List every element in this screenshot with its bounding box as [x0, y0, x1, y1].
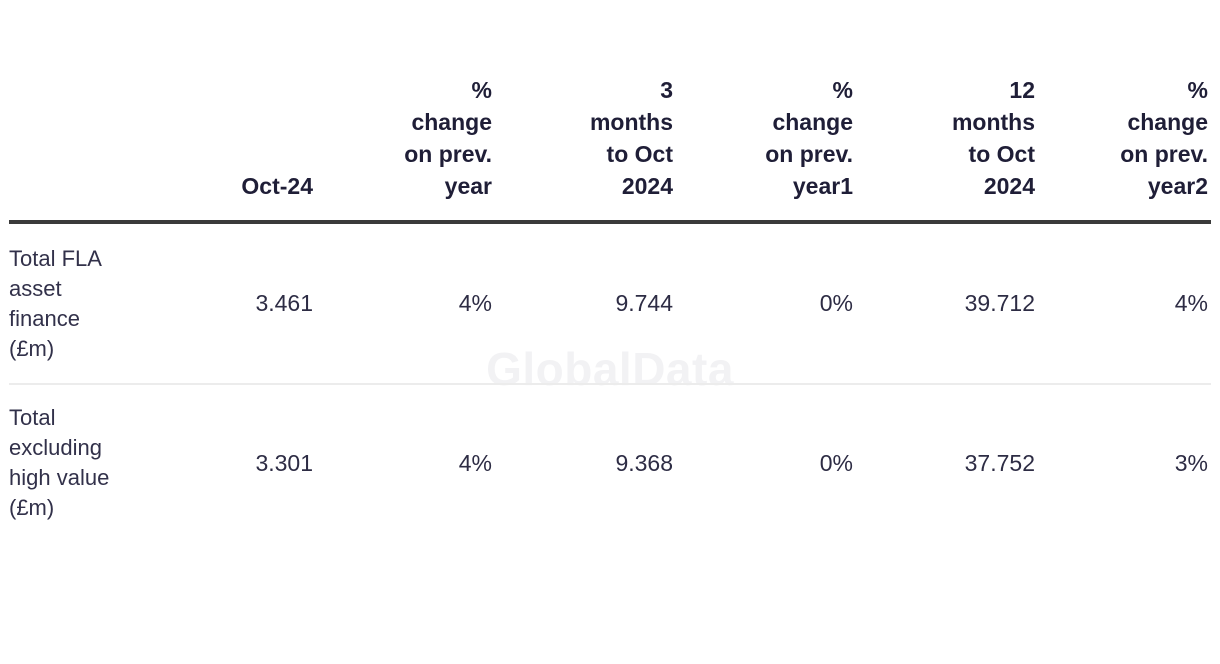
cell-3-months-value: 9.368: [615, 449, 673, 476]
cell-3-months-value: 9.744: [615, 290, 673, 316]
cell-oct-24-value: 3.301: [255, 449, 313, 476]
cell-pct-change2-value: 4%: [1174, 290, 1208, 316]
header-cell-oct-24: Oct-24: [241, 173, 313, 199]
header-cell-pct-change-prev-year2: % change on prev. year2: [1120, 77, 1208, 199]
table-header-row: Oct-24 % change on prev. year 3 months t…: [9, 74, 1211, 224]
header-cell-12-months-to-oct-2024: 12 months to Oct 2024: [951, 77, 1035, 199]
cell-pct-change1-value: 0%: [819, 449, 853, 476]
cell-pct-change2-value: 3%: [1174, 449, 1208, 476]
table-row-total-excluding-high-value: Total excluding high value (£m) 3.301 4%…: [9, 385, 1211, 541]
header-cell-3-months-to-oct-2024: 3 months to Oct 2024: [589, 77, 673, 199]
cell-12-months-value: 39.712: [964, 290, 1035, 316]
cell-pct-change1-value: 0%: [819, 290, 853, 316]
header-cell-pct-change-prev-year1: % change on prev. year1: [765, 77, 853, 199]
row-label: Total excluding high value (£m): [9, 405, 110, 520]
globaldata-watermark: GlobalData: [486, 343, 734, 395]
cell-pct-change-value: 4%: [458, 290, 492, 316]
header-cell-empty: [9, 202, 136, 220]
fla-asset-finance-table: Oct-24 % change on prev. year 3 months t…: [9, 74, 1211, 541]
cell-pct-change-value: 4%: [458, 449, 492, 476]
cell-12-months-value: 37.752: [964, 449, 1035, 476]
cell-oct-24-value: 3.461: [255, 290, 313, 316]
header-cell-pct-change-prev-year: % change on prev. year: [404, 77, 492, 199]
table-row-total-fla-asset-finance: Total FLA asset finance (£m) 3.461 4% 9.…: [9, 224, 1211, 385]
row-label: Total FLA asset finance (£m): [9, 245, 102, 361]
